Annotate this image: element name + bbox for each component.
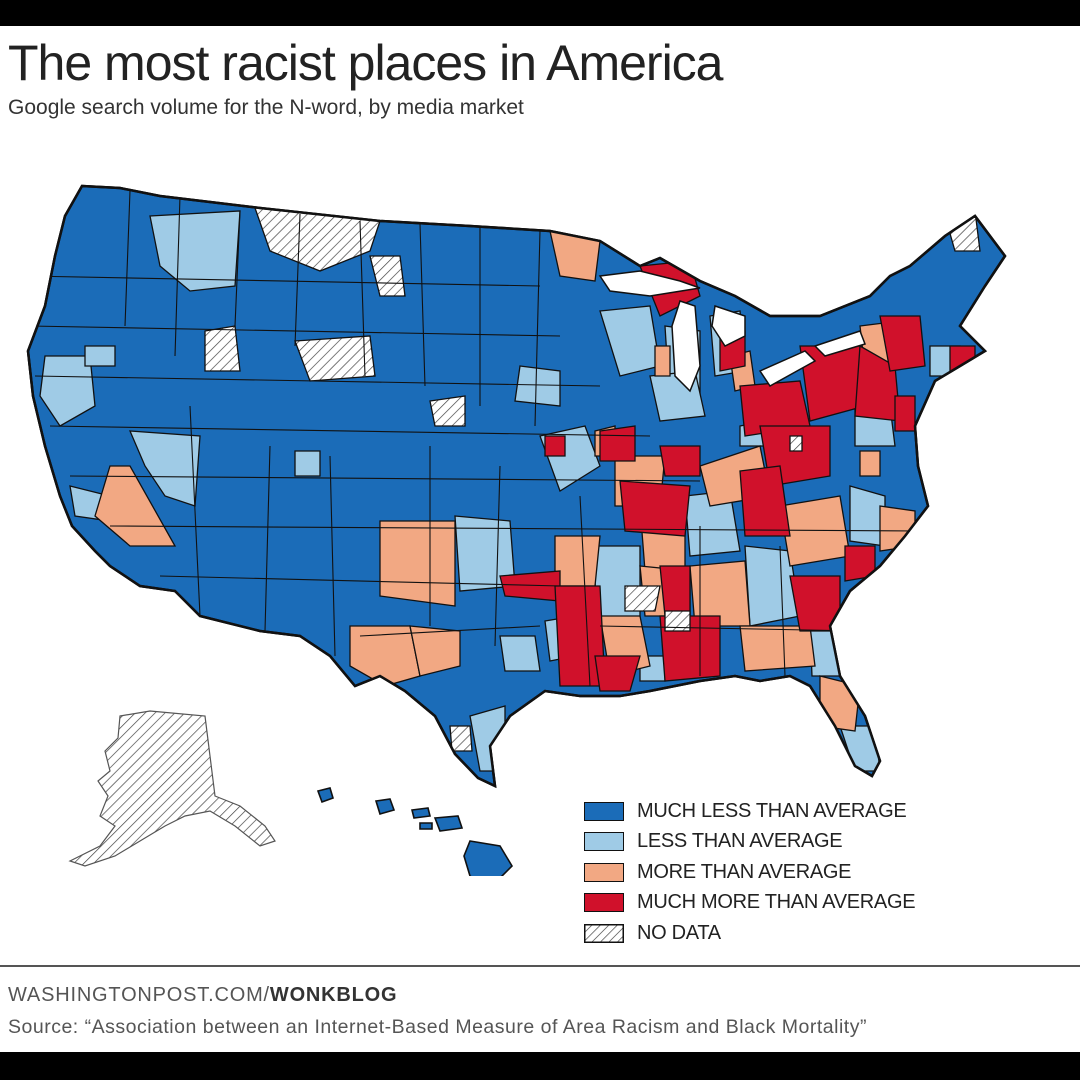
swatch-much-more (584, 893, 624, 913)
legend-label: MUCH MORE THAN AVERAGE (637, 891, 916, 914)
us-media-market-map (26, 184, 1007, 876)
hawaii (316, 787, 514, 876)
credit-blog: WONKBLOG (269, 984, 398, 1006)
page-subtitle: Google search volume for the N-word, by … (8, 96, 524, 119)
credit-line: WASHINGTONPOST.COM/WONKBLOG (8, 984, 397, 1007)
swatch-much-less (584, 801, 624, 821)
swatch-no-data (584, 923, 624, 943)
great-lakes (598, 270, 866, 393)
map-legend: MUCH LESS THAN AVERAGE LESS THAN AVERAGE… (584, 796, 916, 949)
credit-site: WASHINGTONPOST.COM/ (8, 984, 270, 1006)
legend-item-less: LESS THAN AVERAGE (584, 827, 915, 858)
legend-item-much-less: MUCH LESS THAN AVERAGE (584, 796, 915, 827)
footer-divider (0, 965, 1080, 967)
alaska (68, 710, 276, 867)
much-more-than-average-regions (499, 260, 976, 692)
market-boundaries (28, 190, 921, 687)
legend-label: NO DATA (637, 921, 721, 944)
legend-item-no-data: NO DATA (584, 918, 915, 949)
legend-item-much-more: MUCH MORE THAN AVERAGE (584, 888, 916, 919)
no-data-regions (204, 207, 981, 752)
page-title: The most racist places in America (8, 35, 723, 91)
legend-label: LESS THAN AVERAGE (637, 830, 843, 853)
legend-label: MORE THAN AVERAGE (637, 860, 852, 883)
legend-item-more: MORE THAN AVERAGE (584, 857, 915, 888)
legend-label: MUCH LESS THAN AVERAGE (637, 799, 907, 822)
source-line: Source: “Association between an Internet… (8, 1016, 867, 1038)
swatch-more (584, 862, 624, 882)
infographic: The most racist places in America Google… (0, 26, 1080, 1052)
swatch-less (584, 832, 624, 852)
